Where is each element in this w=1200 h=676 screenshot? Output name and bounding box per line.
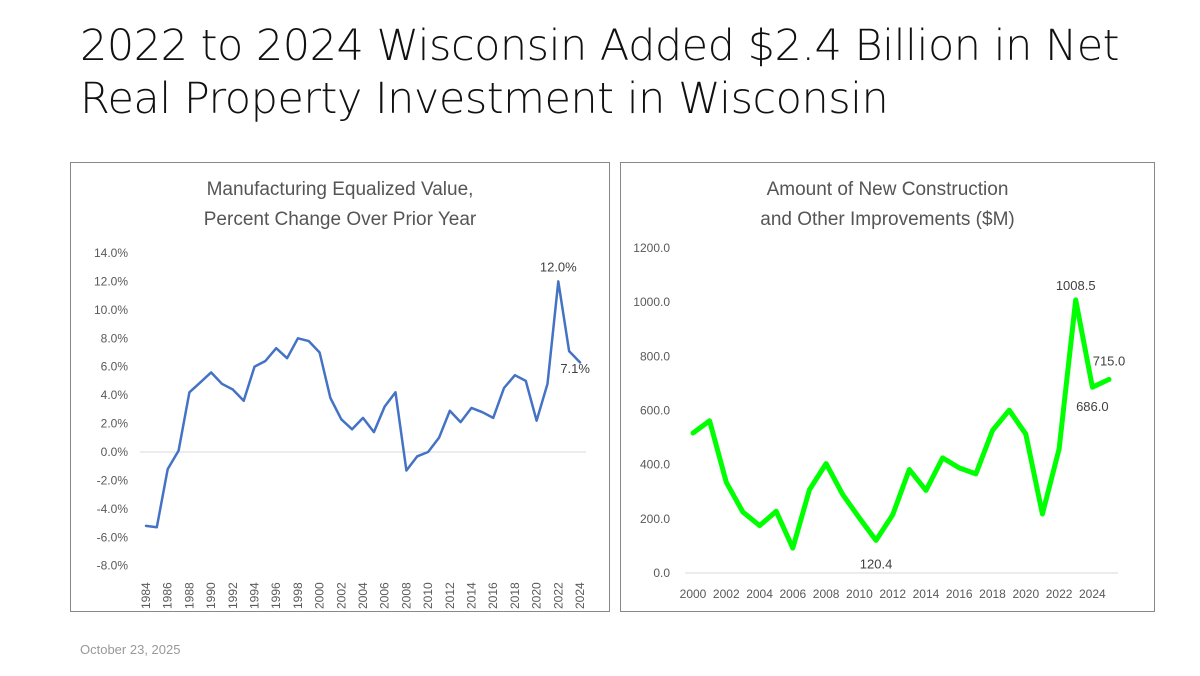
chart-title-line: Manufacturing Equalized Value, bbox=[206, 179, 474, 200]
slide-date: October 23, 2025 bbox=[80, 642, 181, 657]
x-tick-label: 1996 bbox=[269, 582, 283, 609]
y-tick-label: 6.0% bbox=[101, 360, 129, 374]
x-tick-label: 2004 bbox=[746, 587, 773, 601]
x-tick-label: 1994 bbox=[248, 582, 262, 609]
x-tick-label: 1988 bbox=[182, 582, 196, 609]
x-tick-label: 2008 bbox=[399, 582, 413, 609]
x-tick-label: 2018 bbox=[979, 587, 1006, 601]
chart-title-line: and Other Improvements ($M) bbox=[760, 209, 1015, 230]
y-tick-label: 12.0% bbox=[94, 274, 128, 288]
x-tick-label: 2006 bbox=[779, 587, 806, 601]
slide-title: 2022 to 2024 Wisconsin Added $2.4 Billio… bbox=[80, 21, 1120, 124]
x-tick-label: 1992 bbox=[226, 582, 240, 609]
y-tick-label: 2.0% bbox=[101, 417, 129, 431]
x-tick-label: 2024 bbox=[573, 582, 587, 609]
x-tick-label: 2014 bbox=[913, 587, 940, 601]
y-tick-label: 1200.0 bbox=[633, 241, 670, 255]
x-tick-label: 2012 bbox=[879, 587, 906, 601]
data-label: 7.1% bbox=[560, 361, 590, 376]
x-tick-label: 2002 bbox=[334, 582, 348, 609]
series-line bbox=[144, 280, 582, 529]
x-tick-label: 1986 bbox=[161, 582, 175, 609]
x-tick-label: 2018 bbox=[508, 582, 522, 609]
series-line bbox=[690, 297, 1112, 551]
x-tick-label: 2008 bbox=[813, 587, 840, 601]
x-tick-label: 2006 bbox=[378, 582, 392, 609]
x-tick-label: 2014 bbox=[465, 582, 479, 609]
x-tick-label: 2022 bbox=[551, 582, 565, 609]
x-tick-label: 2012 bbox=[443, 582, 457, 609]
y-tick-label: 0.0% bbox=[101, 445, 129, 459]
y-tick-label: -6.0% bbox=[97, 530, 129, 544]
x-tick-label: 1990 bbox=[204, 582, 218, 609]
data-label: 120.4 bbox=[860, 556, 893, 571]
x-tick-label: 2020 bbox=[530, 582, 544, 609]
y-tick-label: 8.0% bbox=[101, 331, 129, 345]
x-tick-label: 1998 bbox=[291, 582, 305, 609]
chart-title: Manufacturing Equalized Value, Percent C… bbox=[71, 175, 609, 235]
y-tick-label: 0.0 bbox=[653, 566, 670, 580]
y-tick-label: 14.0% bbox=[94, 246, 128, 260]
x-tick-label: 2020 bbox=[1012, 587, 1039, 601]
x-tick-label: 2016 bbox=[486, 582, 500, 609]
chart-new-construction: Amount of New Construction and Other Imp… bbox=[620, 162, 1155, 612]
x-tick-label: 2010 bbox=[421, 582, 435, 609]
chart-manufacturing-value: Manufacturing Equalized Value, Percent C… bbox=[70, 162, 610, 612]
x-tick-label: 2022 bbox=[1046, 587, 1073, 601]
y-tick-label: -4.0% bbox=[97, 502, 129, 516]
data-label: 12.0% bbox=[540, 259, 577, 274]
y-tick-label: 400.0 bbox=[640, 458, 670, 472]
y-tick-label: 10.0% bbox=[94, 303, 128, 317]
y-tick-label: 1000.0 bbox=[633, 295, 670, 309]
x-tick-label: 1984 bbox=[139, 582, 153, 609]
y-tick-label: 800.0 bbox=[640, 349, 670, 363]
x-tick-label: 2004 bbox=[356, 582, 370, 609]
data-label: 715.0 bbox=[1093, 353, 1126, 368]
x-tick-label: 2010 bbox=[846, 587, 873, 601]
y-tick-label: -8.0% bbox=[97, 559, 129, 573]
x-tick-label: 2000 bbox=[680, 587, 707, 601]
x-tick-label: 2002 bbox=[713, 587, 740, 601]
chart-title: Amount of New Construction and Other Imp… bbox=[621, 175, 1154, 235]
x-tick-label: 2000 bbox=[313, 582, 327, 609]
data-label: 686.0 bbox=[1076, 399, 1109, 414]
y-tick-label: 600.0 bbox=[640, 404, 670, 418]
y-tick-label: 4.0% bbox=[101, 388, 129, 402]
y-tick-label: -2.0% bbox=[97, 473, 129, 487]
x-tick-label: 2024 bbox=[1079, 587, 1106, 601]
y-tick-label: 200.0 bbox=[640, 512, 670, 526]
chart-title-line: Amount of New Construction bbox=[766, 179, 1009, 200]
chart-title-line: Percent Change Over Prior Year bbox=[203, 209, 477, 230]
x-tick-label: 2016 bbox=[946, 587, 973, 601]
data-label: 1008.5 bbox=[1056, 278, 1096, 293]
